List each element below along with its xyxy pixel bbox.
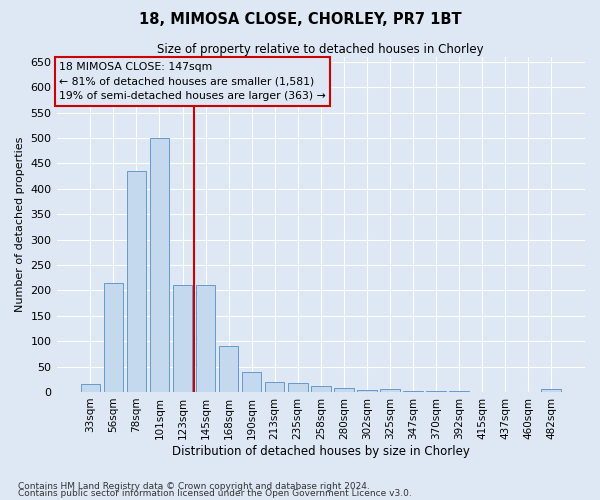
- Bar: [380, 390, 400, 392]
- Text: 18, MIMOSA CLOSE, CHORLEY, PR7 1BT: 18, MIMOSA CLOSE, CHORLEY, PR7 1BT: [139, 12, 461, 28]
- Bar: [357, 390, 377, 392]
- Text: Contains public sector information licensed under the Open Government Licence v3: Contains public sector information licen…: [18, 489, 412, 498]
- Bar: [334, 388, 353, 392]
- Bar: [265, 382, 284, 392]
- Bar: [127, 171, 146, 392]
- Bar: [149, 138, 169, 392]
- Bar: [311, 386, 331, 392]
- Bar: [242, 372, 262, 392]
- Bar: [80, 384, 100, 392]
- Bar: [173, 286, 193, 392]
- Bar: [219, 346, 238, 392]
- Bar: [403, 391, 423, 392]
- Bar: [426, 391, 446, 392]
- X-axis label: Distribution of detached houses by size in Chorley: Distribution of detached houses by size …: [172, 444, 470, 458]
- Text: 18 MIMOSA CLOSE: 147sqm
← 81% of detached houses are smaller (1,581)
19% of semi: 18 MIMOSA CLOSE: 147sqm ← 81% of detache…: [59, 62, 326, 102]
- Y-axis label: Number of detached properties: Number of detached properties: [15, 136, 25, 312]
- Bar: [196, 286, 215, 392]
- Bar: [104, 282, 123, 392]
- Title: Size of property relative to detached houses in Chorley: Size of property relative to detached ho…: [157, 42, 484, 56]
- Bar: [288, 383, 308, 392]
- Bar: [541, 390, 561, 392]
- Bar: [449, 391, 469, 392]
- Text: Contains HM Land Registry data © Crown copyright and database right 2024.: Contains HM Land Registry data © Crown c…: [18, 482, 370, 491]
